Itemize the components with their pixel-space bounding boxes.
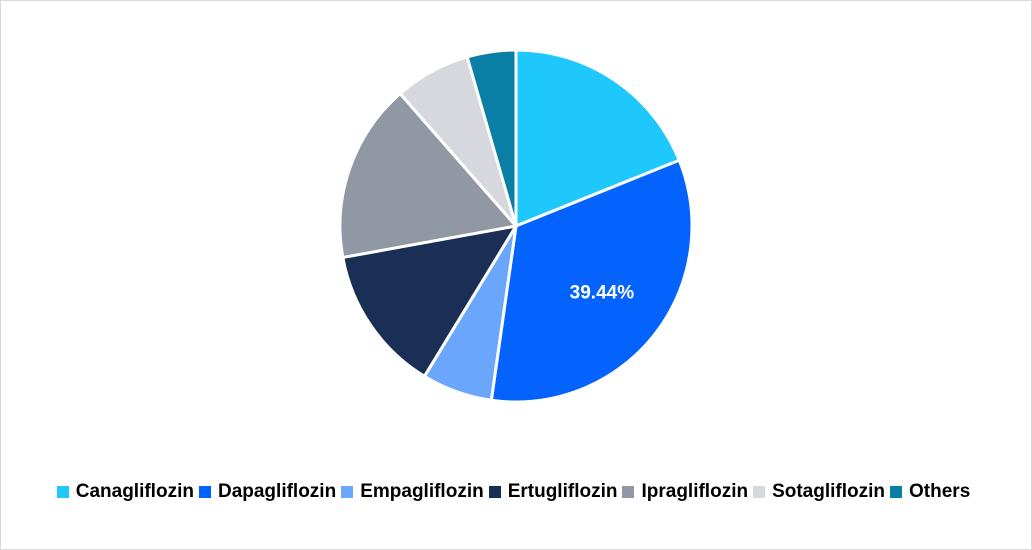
legend-item-ertugliflozin: Ertugliflozin — [488, 481, 618, 503]
pie-data-labels: 39.44% — [570, 282, 635, 303]
legend-label: Canagliflozin — [75, 481, 194, 502]
legend-swatch — [622, 486, 635, 498]
pie-slice-dapagliflozin — [489, 158, 694, 404]
legend-label: Dapagliflozin — [217, 481, 337, 502]
legend-item-empagliflozin: Empagliflozin — [341, 481, 484, 503]
pie-slices — [338, 48, 694, 404]
legend-label: Others — [909, 481, 971, 502]
legend-label: Sotagliflozin — [772, 481, 886, 502]
pie-slice-others — [465, 48, 518, 228]
legend-swatch — [341, 486, 354, 498]
legend-item-others: Others — [890, 481, 970, 503]
legend-item-canagliflozin: Canagliflozin — [56, 481, 194, 503]
legend-label: Ertugliflozin — [507, 481, 618, 502]
legend-swatch — [753, 486, 766, 498]
legend-swatch — [198, 486, 211, 498]
pie-slice-ipragliflozin — [338, 92, 518, 259]
legend-swatch — [488, 486, 501, 498]
legend-item-sotagliflozin: Sotagliflozin — [753, 481, 885, 503]
legend-label: Ipragliflozin — [641, 481, 749, 502]
pie-slice-ertugliflozin — [341, 224, 518, 378]
chart-legend: Canagliflozin Dapagliflozin Empagliflozin E… — [0, 478, 1032, 506]
legend-swatch — [890, 486, 903, 498]
data-label-dapagliflozin: 39.44% — [570, 282, 635, 303]
pie-slice-canagliflozin — [514, 48, 681, 228]
legend-swatch — [56, 486, 69, 498]
legend-item-dapagliflozin: Dapagliflozin — [198, 481, 337, 503]
legend-item-ipragliflozin: Ipragliflozin — [622, 481, 748, 503]
legend-label: Empagliflozin — [360, 481, 484, 502]
